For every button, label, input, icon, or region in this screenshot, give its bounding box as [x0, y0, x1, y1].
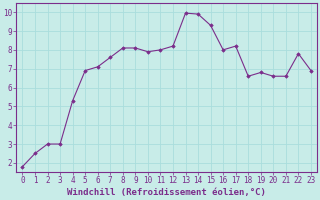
X-axis label: Windchill (Refroidissement éolien,°C): Windchill (Refroidissement éolien,°C)	[67, 188, 266, 197]
